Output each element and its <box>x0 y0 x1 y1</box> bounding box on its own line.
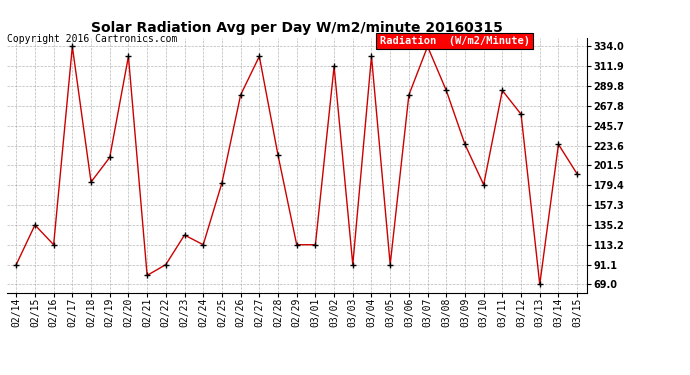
Text: Radiation  (W/m2/Minute): Radiation (W/m2/Minute) <box>380 36 529 46</box>
Title: Solar Radiation Avg per Day W/m2/minute 20160315: Solar Radiation Avg per Day W/m2/minute … <box>91 21 502 35</box>
Text: Copyright 2016 Cartronics.com: Copyright 2016 Cartronics.com <box>7 34 177 44</box>
